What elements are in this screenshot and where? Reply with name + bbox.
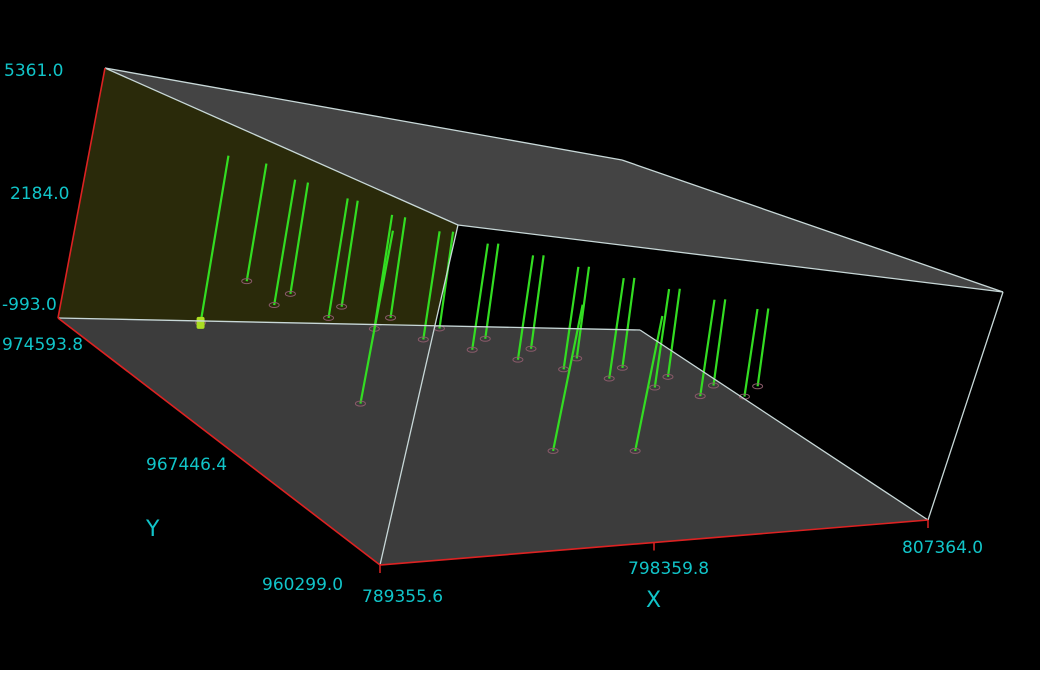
borehole-line (438, 231, 455, 329)
borehole-line (699, 299, 716, 397)
borehole-line (516, 255, 535, 360)
borehole-collar-marker (323, 314, 335, 321)
borehole-collar-marker (603, 375, 615, 382)
borehole-collar-marker (629, 447, 641, 454)
y-tick-max: 974593.8 (2, 335, 83, 355)
borehole-collar-marker (707, 382, 719, 389)
borehole-collar-marker (649, 384, 661, 391)
box-edge (457, 224, 1004, 293)
top-face (105, 68, 1003, 292)
borehole-line (634, 315, 664, 452)
borehole-collar-marker (512, 356, 524, 363)
box-edge (639, 329, 929, 521)
box-edge (379, 224, 459, 566)
y-axis-label: Y (145, 517, 160, 542)
borehole-collar-marker (525, 345, 537, 352)
borehole-collar-marker (336, 303, 348, 310)
borehole-line (422, 231, 441, 340)
borehole-line (756, 308, 770, 387)
borehole-line (327, 198, 349, 319)
borehole-line (289, 182, 310, 295)
x-tick-max: 807364.0 (902, 538, 983, 558)
borehole-collar-marker (385, 314, 397, 321)
z-tick-max: 5361.0 (4, 61, 63, 81)
borehole-line (389, 217, 407, 318)
borehole-collar-marker (547, 447, 559, 454)
z-tick-mid: 2184.0 (10, 184, 69, 204)
borehole-line (575, 266, 591, 359)
z-axis-line (57, 67, 106, 319)
borehole-line (712, 299, 727, 386)
borehole-line (245, 163, 268, 282)
borehole-line (743, 308, 759, 397)
x-axis-label: X (646, 588, 661, 613)
selected-borehole-marker (196, 316, 205, 329)
borehole-collar-marker (662, 373, 674, 380)
z-tick-min: -993.0 (2, 295, 57, 315)
box-edge (57, 317, 641, 331)
borehole-line (359, 230, 395, 404)
y-tick-min: 960299.0 (262, 575, 343, 595)
borehole-collar-marker (241, 278, 253, 285)
box-edge (104, 67, 623, 161)
borehole-line (471, 243, 489, 350)
y-axis-line (57, 317, 381, 566)
y-tick-mid: 967446.4 (146, 455, 227, 475)
borehole-line (484, 243, 500, 339)
borehole-collar-marker (479, 335, 491, 342)
bottom-face (58, 318, 928, 565)
borehole-line (562, 266, 580, 370)
borehole-collar-marker (354, 400, 366, 407)
borehole-collar-marker (284, 290, 296, 297)
box-edge (621, 159, 1004, 293)
x-tick-mid: 798359.8 (628, 559, 709, 579)
box-edge (104, 67, 459, 226)
borehole-line (199, 155, 230, 324)
borehole-collar-marker (694, 393, 706, 400)
borehole-line (608, 277, 625, 379)
borehole-collar-marker (616, 364, 628, 371)
window-border (1040, 0, 1048, 676)
x-tick-min: 789355.6 (362, 587, 443, 607)
borehole-line (621, 277, 636, 368)
borehole-collar-marker (752, 383, 764, 390)
borehole-line (340, 200, 359, 307)
box-edge (927, 291, 1004, 521)
borehole-line (653, 288, 671, 388)
borehole-collar-marker (466, 346, 478, 353)
borehole-collar-marker (417, 336, 429, 343)
borehole-collar-marker (268, 302, 280, 309)
borehole-line (666, 288, 681, 377)
borehole-line (529, 255, 545, 349)
borehole-line (273, 179, 297, 306)
